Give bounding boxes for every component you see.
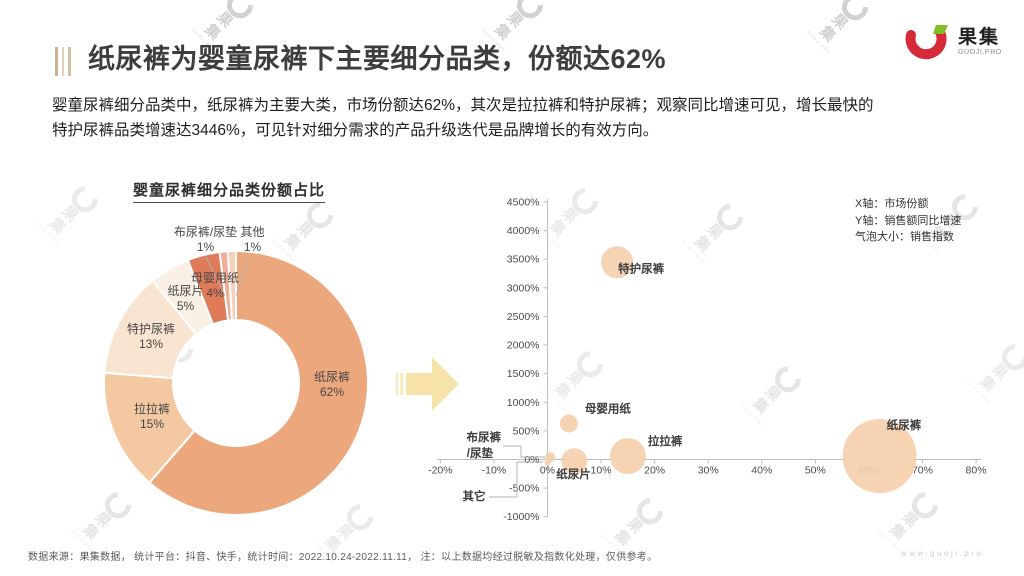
x-tick-label: -10% xyxy=(482,465,507,477)
y-tick-label: 500% xyxy=(513,425,540,437)
arrow-shape xyxy=(395,357,459,411)
bubble-label: 特护尿裤 xyxy=(618,261,664,275)
right-arrow-icon xyxy=(406,357,459,411)
watermark: 果集 GUOJI.PRO xyxy=(36,179,105,247)
legend-y-axis: Y轴：销售额同比增速 xyxy=(855,214,962,227)
bubble-label: 纸尿裤 xyxy=(887,418,922,432)
logo-subtext: GUOJI.PRO xyxy=(958,49,1002,56)
logo-text: 果集 xyxy=(958,27,1001,48)
y-tick-label: 4000% xyxy=(507,225,540,237)
y-tick-label: 3000% xyxy=(507,282,540,294)
bubble-label: /尿垫 xyxy=(467,446,494,460)
y-tick-label: 3500% xyxy=(507,254,540,266)
brand-logo: 果集 GUOJI.PRO xyxy=(903,23,1002,67)
donut-chart-title: 婴童尿裤细分品类份额占比 xyxy=(133,179,326,203)
bubble xyxy=(601,246,634,279)
legend-bubble-size: 气泡大小：销售指数 xyxy=(855,231,954,243)
bubble-label: 纸尿片 xyxy=(556,467,591,481)
bubble xyxy=(559,414,578,433)
y-tick-label: -1000% xyxy=(503,511,539,523)
bubble xyxy=(545,452,556,463)
x-tick-label: 0% xyxy=(540,465,555,477)
watermark: 果集 GUOJI.PRO xyxy=(966,337,1024,405)
donut-label-diaper: 纸尿裤 62% xyxy=(313,370,350,399)
y-tick-label: -500% xyxy=(509,483,539,495)
donut-label-mother-baby-paper: 母婴用纸 4% xyxy=(190,271,239,300)
bubble-label: 其它 xyxy=(463,489,486,503)
y-tick-label: 1500% xyxy=(507,368,540,380)
intro-line-1: 婴童尿裤细分品类中，纸尿裤为主要大类，市场份额达62%，其次是拉拉裤和特护尿裤；… xyxy=(52,97,874,114)
watermark: 果集 GUOJI.PRO xyxy=(271,195,340,263)
x-tick-label: 70% xyxy=(912,465,933,477)
y-tick-label: 0% xyxy=(524,454,539,466)
x-tick-label: 50% xyxy=(805,465,826,477)
x-tick-label: 80% xyxy=(966,465,987,477)
guoji-logo-icon xyxy=(905,25,948,60)
donut-label-diaper-pad: 纸尿片 5% xyxy=(167,284,204,313)
bubble xyxy=(544,459,551,466)
bubble-label: 母婴用纸 xyxy=(585,401,631,415)
bubble-label: 布尿裤 xyxy=(466,430,502,444)
watermark: 果集 GUOJI.PRO xyxy=(536,181,605,249)
watermark: 果集 GUOJI.PRO xyxy=(681,197,750,265)
bubble xyxy=(561,448,588,475)
x-tick-label: 20% xyxy=(644,465,665,477)
watermark: 果集 GUOJI.PRO xyxy=(806,0,875,55)
bubble-chart-legend: X轴：市场份额 Y轴：销售额同比增速 气泡大小：销售指数 xyxy=(855,196,961,246)
page-title: 纸尿裤为婴童尿裤下主要细分品类，份额达62% xyxy=(88,44,667,74)
y-tick-label: 4500% xyxy=(507,196,540,208)
footer-note: 数据来源：果集数据， 统计平台：抖音、快手，统计时间：2022.10.24-20… xyxy=(28,552,658,563)
x-tick-label: 60% xyxy=(858,465,879,477)
donut-label-pull-up: 拉拉裤 15% xyxy=(133,402,170,431)
bubble-label: 拉拉裤 xyxy=(648,434,683,448)
watermark: 果集 GUOJI.PRO xyxy=(876,485,945,553)
footer-website: www.guoji.pro xyxy=(901,549,984,558)
x-tick-label: 30% xyxy=(698,465,719,477)
watermark: 果集 GUOJI.PRO xyxy=(739,359,808,427)
logo-leaf-icon xyxy=(933,25,948,34)
bubble xyxy=(842,419,917,494)
y-tick-label: 2000% xyxy=(507,340,540,352)
x-tick-label: 40% xyxy=(751,465,772,477)
bubble xyxy=(609,438,646,475)
legend-x-axis: X轴：市场份额 xyxy=(855,198,929,210)
intro-paragraph: 婴童尿裤细分品类中，纸尿裤为主要大类，市场份额达62%，其次是拉拉裤和特护尿裤；… xyxy=(52,94,992,143)
donut-label-special-care: 特护尿裤 13% xyxy=(126,322,175,351)
watermark: 果集 GUOJI.PRO xyxy=(69,485,138,553)
bubble-leader-line xyxy=(489,461,543,498)
donut-label-cloth-diaper: 布尿裤/尿垫 1% xyxy=(173,225,238,254)
y-tick-label: 2500% xyxy=(507,311,540,323)
x-tick-label: 10% xyxy=(591,465,612,477)
y-tick-label: 1000% xyxy=(507,397,540,409)
donut-label-other: 其他 1% xyxy=(240,225,265,254)
watermark: 果集 GUOJI.PRO xyxy=(541,344,610,412)
x-tick-label: -20% xyxy=(428,465,453,477)
bubble-leader-line xyxy=(503,445,545,458)
title-accent-bars-icon xyxy=(55,47,71,76)
intro-line-2: 特护尿裤品类增速达3446%，可见针对细分需求的产品升级迭代是品牌增长的有效方向… xyxy=(52,121,659,139)
